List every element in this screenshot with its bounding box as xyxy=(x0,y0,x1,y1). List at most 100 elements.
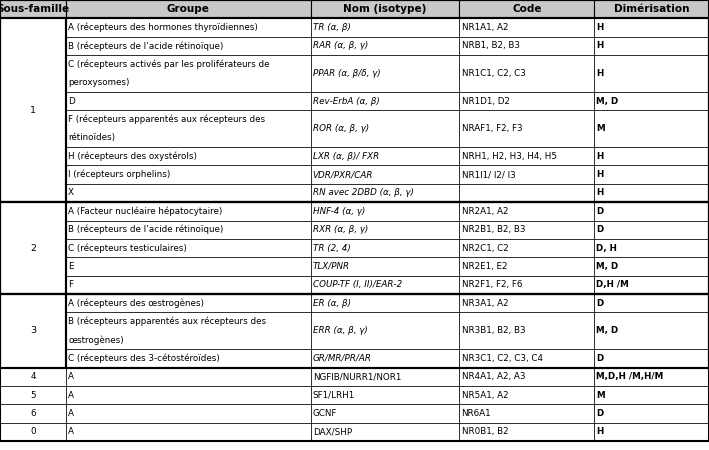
Text: NRH1, H2, H3, H4, H5: NRH1, H2, H3, H4, H5 xyxy=(462,152,557,161)
Bar xyxy=(311,423,459,441)
Bar xyxy=(311,239,459,257)
Bar xyxy=(311,202,459,220)
Bar xyxy=(459,18,594,37)
Bar xyxy=(66,165,311,184)
Text: D: D xyxy=(596,299,603,308)
Text: NR1A1, A2: NR1A1, A2 xyxy=(462,23,508,32)
Text: M, D: M, D xyxy=(596,262,618,271)
Text: Code: Code xyxy=(512,4,542,14)
Text: H: H xyxy=(596,428,603,436)
Text: GR/MR/PR/AR: GR/MR/PR/AR xyxy=(313,354,372,363)
Text: TLX/PNR: TLX/PNR xyxy=(313,262,350,271)
Text: Groupe: Groupe xyxy=(167,4,210,14)
Bar xyxy=(311,18,459,37)
Bar xyxy=(66,239,311,257)
Bar xyxy=(311,404,459,423)
Bar xyxy=(66,423,311,441)
Bar xyxy=(594,220,709,239)
Bar xyxy=(459,92,594,110)
Bar xyxy=(311,257,459,275)
Text: M, D: M, D xyxy=(596,326,618,335)
Text: C (récepteurs testiculaires): C (récepteurs testiculaires) xyxy=(68,243,187,253)
Text: VDR/PXR/CAR: VDR/PXR/CAR xyxy=(313,170,373,179)
Bar xyxy=(0,18,66,202)
Bar xyxy=(66,368,311,386)
Text: A: A xyxy=(68,409,74,418)
Text: NR3B1, B2, B3: NR3B1, B2, B3 xyxy=(462,326,525,335)
Text: NR5A1, A2: NR5A1, A2 xyxy=(462,391,508,400)
Bar xyxy=(66,202,709,294)
Text: E: E xyxy=(68,262,74,271)
Text: M, D: M, D xyxy=(596,97,618,106)
Bar xyxy=(594,202,709,220)
Text: 1: 1 xyxy=(30,106,36,115)
Bar xyxy=(594,257,709,275)
Text: 6: 6 xyxy=(30,409,35,418)
Bar xyxy=(0,202,66,294)
Text: D: D xyxy=(68,97,75,106)
Text: RAR (α, β, γ): RAR (α, β, γ) xyxy=(313,41,368,50)
Bar xyxy=(594,349,709,368)
Bar xyxy=(311,312,459,349)
Text: LXR (α, β)/ FXR: LXR (α, β)/ FXR xyxy=(313,152,379,161)
Text: ERR (α, β, γ): ERR (α, β, γ) xyxy=(313,326,367,335)
Text: GCNF: GCNF xyxy=(313,409,337,418)
Text: 3: 3 xyxy=(30,326,36,335)
Text: D: D xyxy=(596,225,603,234)
Text: C (récepteurs activés par les proliférateurs de: C (récepteurs activés par les proliférat… xyxy=(68,59,269,69)
Bar xyxy=(311,184,459,202)
Bar xyxy=(311,294,459,312)
Bar xyxy=(594,423,709,441)
Bar xyxy=(66,312,311,349)
Text: NR4A1, A2, A3: NR4A1, A2, A3 xyxy=(462,372,525,381)
Bar xyxy=(594,386,709,404)
Bar xyxy=(311,55,459,92)
Text: ER (α, β): ER (α, β) xyxy=(313,299,351,308)
Bar xyxy=(0,294,66,368)
Text: I (récepteurs orphelins): I (récepteurs orphelins) xyxy=(68,170,170,179)
Text: 0: 0 xyxy=(30,428,35,436)
Text: NR2F1, F2, F6: NR2F1, F2, F6 xyxy=(462,280,522,289)
Bar xyxy=(311,220,459,239)
Bar xyxy=(311,368,459,386)
Bar xyxy=(459,0,594,18)
Bar xyxy=(0,202,709,294)
Bar xyxy=(311,0,459,18)
Text: D: D xyxy=(596,354,603,363)
Text: H: H xyxy=(596,69,603,78)
Text: B (récepteurs de l’acide rétinoïque): B (récepteurs de l’acide rétinoïque) xyxy=(68,41,223,51)
Bar xyxy=(66,386,311,404)
Text: HNF-4 (α, γ): HNF-4 (α, γ) xyxy=(313,207,365,216)
Text: H: H xyxy=(596,170,603,179)
Text: D, H: D, H xyxy=(596,243,617,252)
Bar xyxy=(66,275,311,294)
Bar xyxy=(594,239,709,257)
Text: NR3C1, C2, C3, C4: NR3C1, C2, C3, C4 xyxy=(462,354,542,363)
Text: œstrogènes): œstrogènes) xyxy=(68,335,124,345)
Text: rétinoïdes): rétinoïdes) xyxy=(68,133,115,142)
Text: NR2C1, C2: NR2C1, C2 xyxy=(462,243,508,252)
Text: ROR (α, β, γ): ROR (α, β, γ) xyxy=(313,124,369,133)
Bar xyxy=(594,0,709,18)
Bar xyxy=(594,165,709,184)
Bar xyxy=(459,312,594,349)
Text: 4: 4 xyxy=(30,372,35,381)
Text: peroxysomes): peroxysomes) xyxy=(68,78,130,87)
Text: NR6A1: NR6A1 xyxy=(462,409,491,418)
Bar xyxy=(594,37,709,55)
Bar xyxy=(66,202,311,220)
Bar xyxy=(66,18,311,37)
Bar xyxy=(459,220,594,239)
Bar xyxy=(66,147,311,166)
Text: NR0B1, B2: NR0B1, B2 xyxy=(462,428,508,436)
Bar xyxy=(66,37,311,55)
Text: X: X xyxy=(68,189,74,198)
Bar xyxy=(459,275,594,294)
Bar xyxy=(66,257,311,275)
Bar xyxy=(459,423,594,441)
Text: TR (α, β): TR (α, β) xyxy=(313,23,350,32)
Text: RN avec 2DBD (α, β, γ): RN avec 2DBD (α, β, γ) xyxy=(313,189,413,198)
Bar xyxy=(459,349,594,368)
Bar xyxy=(459,184,594,202)
Bar xyxy=(66,294,311,312)
